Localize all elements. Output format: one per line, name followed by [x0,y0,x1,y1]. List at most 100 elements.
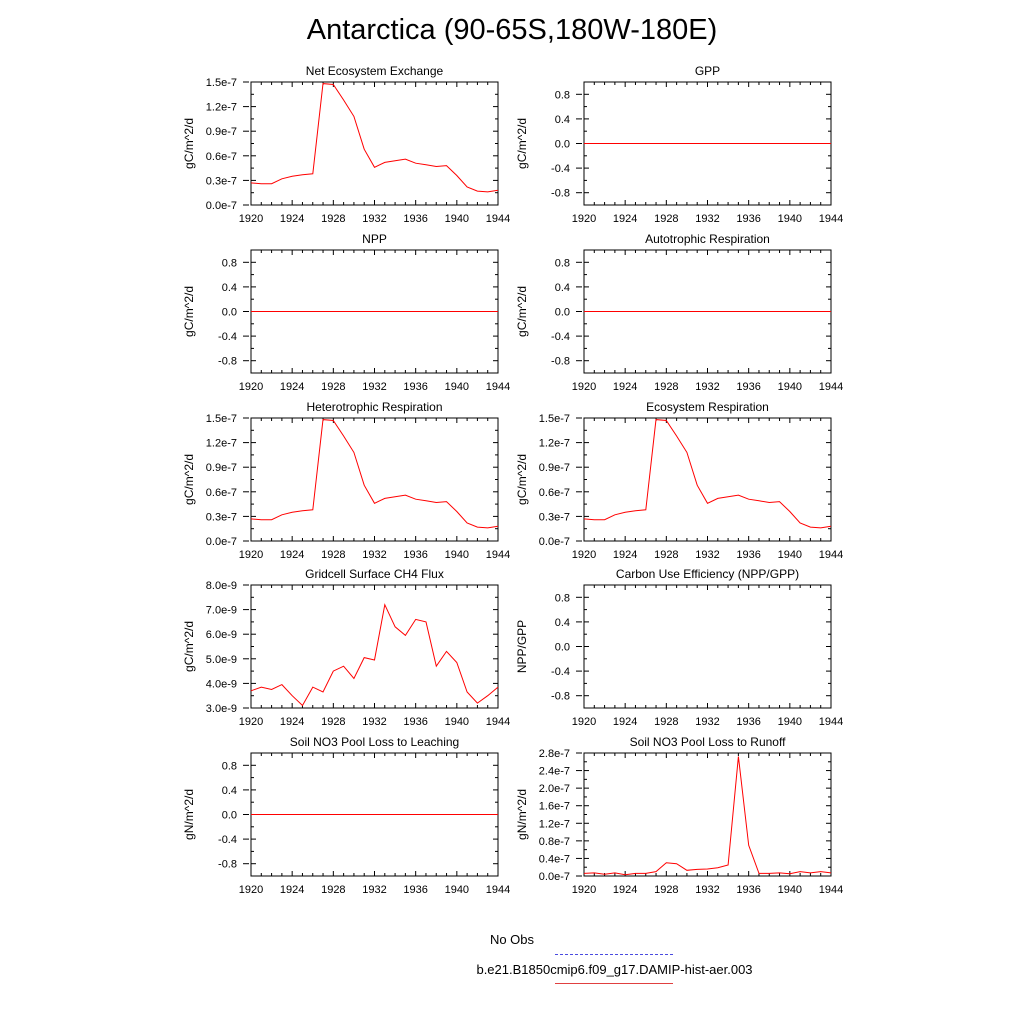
y-tick-label: -0.4 [218,834,237,846]
x-tick-label: 1928 [654,716,678,728]
y-tick-label: 0.8e-7 [539,836,570,848]
x-tick-label: 1928 [321,884,345,896]
x-tick-label: 1944 [819,716,843,728]
x-tick-label: 1932 [695,884,719,896]
x-tick-label: 1932 [695,213,719,225]
x-tick-label: 1932 [695,549,719,561]
x-tick-label: 1936 [403,549,427,561]
y-tick-label: 0.0 [555,139,570,151]
y-tick-label: 0.8 [222,257,237,269]
x-tick-label: 1940 [445,381,469,393]
panel-ecosystem-respiration: Ecosystem Respiration gC/m^2/d 1920 1924 192… [515,400,843,561]
x-tick-label: 1932 [362,716,386,728]
y-tick-label: 1.2e-7 [539,818,570,830]
x-tick-label: 1944 [819,381,843,393]
x-tick-label: 1936 [736,884,760,896]
y-tick-label: 0.8 [555,592,570,604]
panel-title: Soil NO3 Pool Loss to Leaching [290,735,459,749]
x-tick-label: 1920 [239,884,263,896]
y-axis-label: gC/m^2/d [182,454,196,505]
y-tick-label: -0.8 [551,188,570,200]
panel-title: Gridcell Surface CH4 Flux [305,567,444,581]
x-tick-label: 1920 [572,381,596,393]
x-tick-label: 1932 [695,381,719,393]
x-tick-label: 1924 [613,884,637,896]
x-tick-label: 1940 [445,884,469,896]
x-tick-label: 1932 [362,549,386,561]
x-tick-label: 1936 [736,213,760,225]
y-tick-label: 0.6e-7 [539,487,570,499]
x-tick-label: 1928 [321,716,345,728]
panel-heterotrophic-respiration: Heterotrophic Respiration gC/m^2/d 1920 192… [182,400,510,561]
y-tick-label: 1.2e-7 [206,102,237,114]
y-tick-label: 1.2e-7 [539,438,570,450]
y-tick-label: 0.4 [555,282,570,294]
x-tick-label: 1920 [572,549,596,561]
panel-title: Carbon Use Efficiency (NPP/GPP) [616,567,799,581]
y-tick-label: -0.4 [551,666,570,678]
panel-title: Soil NO3 Pool Loss to Runoff [630,735,787,749]
x-tick-label: 1936 [403,716,427,728]
x-tick-label: 1936 [403,381,427,393]
y-tick-label: 4.0e-9 [206,678,237,690]
y-tick-label: 1.5e-7 [539,413,570,425]
y-tick-label: 0.4 [555,114,570,126]
plot-frame [583,584,832,709]
y-tick-label: 0.0e-7 [206,200,237,212]
y-tick-label: -0.8 [218,356,237,368]
legend-line-no-obs [555,954,673,955]
x-tick-label: 1920 [239,213,263,225]
x-tick-label: 1944 [819,884,843,896]
y-tick-label: -0.4 [218,331,237,343]
panel-title: Net Ecosystem Exchange [306,64,444,78]
y-tick-label: 0.4e-7 [539,853,570,865]
x-tick-label: 1928 [654,884,678,896]
x-tick-label: 1940 [778,549,802,561]
x-tick-label: 1944 [819,213,843,225]
x-tick-label: 1936 [736,716,760,728]
y-tick-label: 0.9e-7 [539,462,570,474]
x-tick-label: 1924 [280,716,304,728]
y-tick-label: 0.9e-7 [206,462,237,474]
y-tick-label: 0.6e-7 [206,151,237,163]
x-tick-label: 1932 [695,716,719,728]
y-tick-label: 0.0e-7 [206,536,237,548]
y-tick-label: 0.9e-7 [206,126,237,138]
y-tick-label: 0.0 [222,810,237,822]
y-tick-label: -0.4 [551,331,570,343]
y-axis-label: gN/m^2/d [182,789,196,840]
y-axis-label: gC/m^2/d [182,286,196,337]
y-tick-label: -0.8 [218,859,237,871]
y-tick-label: 0.4 [222,785,237,797]
x-tick-label: 1920 [572,213,596,225]
x-tick-label: 1924 [613,381,637,393]
x-tick-label: 1924 [613,716,637,728]
y-tick-label: 0.0 [555,307,570,319]
series-line-heterotrophic-respiration [250,419,499,529]
y-tick-label: 1.5e-7 [206,413,237,425]
y-tick-label: 0.6e-7 [206,487,237,499]
x-tick-label: 1928 [321,549,345,561]
panel-carbon-use-efficiency-npp-gpp: Carbon Use Efficiency (NPP/GPP) NPP/GPP 19… [515,567,843,728]
x-tick-label: 1920 [239,716,263,728]
x-tick-label: 1924 [280,381,304,393]
y-axis-label: gC/m^2/d [182,621,196,672]
x-tick-label: 1920 [239,549,263,561]
y-axis-label: gC/m^2/d [515,454,529,505]
panel-title: NPP [362,232,387,246]
x-tick-label: 1936 [403,213,427,225]
plot-frame [583,752,832,877]
panel-soil-no3-pool-loss-to-leaching: Soil NO3 Pool Loss to Leaching gN/m^2/d 19… [182,735,510,896]
y-tick-label: 7.0e-9 [206,605,237,617]
y-tick-label: 0.8 [555,89,570,101]
x-tick-label: 1928 [321,213,345,225]
x-tick-label: 1940 [778,716,802,728]
x-tick-label: 1936 [403,884,427,896]
y-tick-label: -0.8 [551,356,570,368]
y-tick-label: 0.0e-7 [539,536,570,548]
y-tick-label: 0.0 [555,642,570,654]
y-axis-label: gC/m^2/d [515,286,529,337]
x-tick-label: 1936 [736,381,760,393]
y-tick-label: 1.5e-7 [206,77,237,89]
x-tick-label: 1944 [486,549,510,561]
